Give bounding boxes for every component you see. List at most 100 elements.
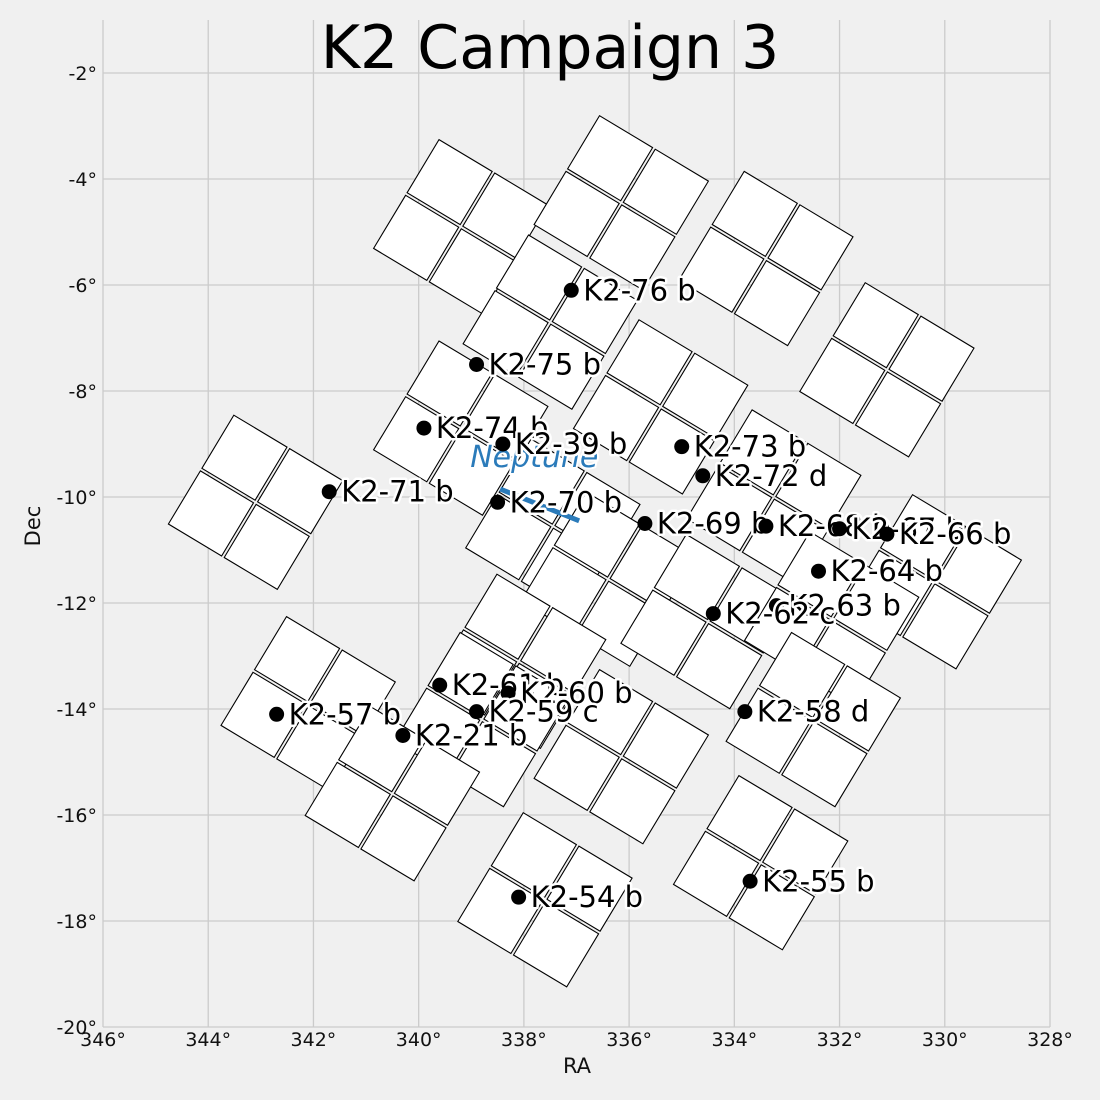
planet-point bbox=[495, 436, 511, 452]
planet-marker: K2-73 b bbox=[674, 427, 809, 466]
x-tick-label: 336° bbox=[606, 1029, 652, 1051]
ccd-chip bbox=[620, 589, 707, 676]
planet-markers: K2-76 b K2-75 b K2-74 bK2-39 b K2-73 bK2-72… bbox=[269, 271, 1014, 917]
y-tick-label: -6° bbox=[69, 275, 97, 297]
ccd-chip bbox=[546, 845, 633, 932]
planet-marker: K2-54 b bbox=[511, 878, 646, 917]
planet-point bbox=[432, 677, 448, 693]
ccd-chip bbox=[495, 234, 583, 321]
planet-label: K2-66 b bbox=[899, 517, 1011, 551]
y-tick-label: -12° bbox=[56, 593, 97, 615]
planet-point bbox=[758, 518, 774, 534]
planet-marker: K2-39 b bbox=[495, 425, 630, 464]
ccd-chip bbox=[220, 671, 307, 759]
ccd-module bbox=[520, 491, 696, 668]
ccd-chip bbox=[622, 148, 710, 236]
ccd-chip bbox=[733, 259, 821, 347]
planet-label: K2-62 c bbox=[725, 597, 835, 631]
ccd-module bbox=[572, 319, 749, 495]
ccd-chip bbox=[201, 414, 288, 501]
planet-marker: K2-55 b bbox=[742, 862, 877, 901]
ccd-chip bbox=[572, 374, 660, 462]
planet-point bbox=[705, 606, 721, 622]
planet-marker: K2-66 b bbox=[879, 515, 1014, 554]
ccd-module bbox=[304, 705, 481, 882]
planet-point bbox=[879, 526, 895, 542]
ccd-chip bbox=[711, 170, 799, 258]
ccd-module bbox=[725, 631, 902, 808]
planet-point bbox=[674, 439, 690, 455]
planet-marker: K2-75 b bbox=[469, 345, 604, 384]
ccd-chip bbox=[781, 720, 868, 808]
planet-label: K2-73 b bbox=[694, 430, 806, 464]
planet-label: K2-21 b bbox=[415, 719, 527, 753]
ccd-chip bbox=[512, 901, 600, 988]
planet-marker: K2-21 b bbox=[395, 716, 530, 755]
x-tick-label: 344° bbox=[185, 1029, 231, 1051]
ccd-chip bbox=[406, 138, 493, 226]
planet-label: K2-69 b bbox=[657, 507, 769, 541]
y-tick-label: -18° bbox=[56, 911, 97, 933]
ccd-chip bbox=[653, 533, 741, 621]
ccd-chip bbox=[498, 438, 585, 525]
planet-label: K2-74 b bbox=[436, 411, 548, 445]
ccd-chip bbox=[393, 739, 481, 826]
ccd-chip bbox=[519, 606, 607, 694]
ccd-chip bbox=[360, 795, 447, 882]
ccd-chip bbox=[589, 204, 676, 291]
planet-marker: K2-63 b bbox=[768, 586, 903, 625]
ccd-module bbox=[533, 114, 710, 291]
planet-point bbox=[637, 516, 653, 531]
planet-point bbox=[490, 494, 506, 510]
planet-marker: K2-72 d bbox=[695, 456, 830, 495]
planet-point bbox=[563, 282, 579, 298]
y-tick-label: -4° bbox=[69, 169, 97, 191]
ccd-chip bbox=[304, 761, 392, 849]
ccd-chip bbox=[337, 705, 425, 793]
ccd-chip bbox=[223, 503, 310, 591]
ccd-chip bbox=[628, 408, 716, 495]
y-tick-label: -20° bbox=[56, 1017, 97, 1039]
y-tick-label: -2° bbox=[69, 63, 97, 85]
planet-label: K2-75 b bbox=[489, 348, 601, 382]
ccd-chip bbox=[814, 665, 902, 752]
ccd-chip bbox=[685, 464, 773, 552]
planet-point bbox=[469, 357, 485, 372]
ccd-chip bbox=[566, 668, 654, 756]
x-tick-label: 342° bbox=[291, 1029, 337, 1051]
ccd-module bbox=[685, 409, 862, 585]
planet-marker: K2-62 c bbox=[705, 594, 838, 633]
ccd-module bbox=[372, 138, 549, 315]
ccd-module bbox=[462, 234, 639, 410]
planet-marker: K2-71 b bbox=[321, 472, 456, 511]
ccd-chip bbox=[566, 114, 654, 202]
neptune-label: Neptune bbox=[470, 440, 598, 475]
planet-point bbox=[395, 728, 411, 743]
ccd-chip bbox=[490, 811, 578, 899]
ccd-chip bbox=[622, 702, 710, 789]
ccd-chip bbox=[462, 373, 549, 461]
x-tick-label: 330° bbox=[922, 1029, 968, 1051]
ccd-module bbox=[672, 774, 849, 951]
planet-marker: K2-70 b bbox=[490, 483, 625, 522]
ccd-chip bbox=[775, 442, 862, 530]
planet-label: K2-59 c bbox=[489, 695, 599, 729]
planet-point bbox=[832, 521, 848, 537]
planet-point bbox=[500, 685, 516, 701]
planet-marker: K2-76 b bbox=[563, 271, 698, 310]
planet-point bbox=[469, 704, 485, 720]
y-tick-label: -10° bbox=[56, 487, 97, 509]
planet-point bbox=[269, 706, 285, 722]
ccd-chip bbox=[661, 352, 749, 440]
ccd-chip bbox=[553, 491, 641, 578]
planet-label: K2-70 b bbox=[510, 485, 622, 519]
ccd-chip bbox=[518, 323, 605, 410]
x-axis-label: RA bbox=[563, 1054, 592, 1078]
ccd-chip bbox=[464, 493, 552, 581]
ccd-module bbox=[372, 340, 549, 516]
ccd-chip bbox=[854, 371, 942, 458]
ccd-chip bbox=[253, 615, 341, 703]
planet-label: K2-72 d bbox=[715, 459, 827, 493]
chart-title: K2 Campaign 3 bbox=[321, 13, 780, 83]
